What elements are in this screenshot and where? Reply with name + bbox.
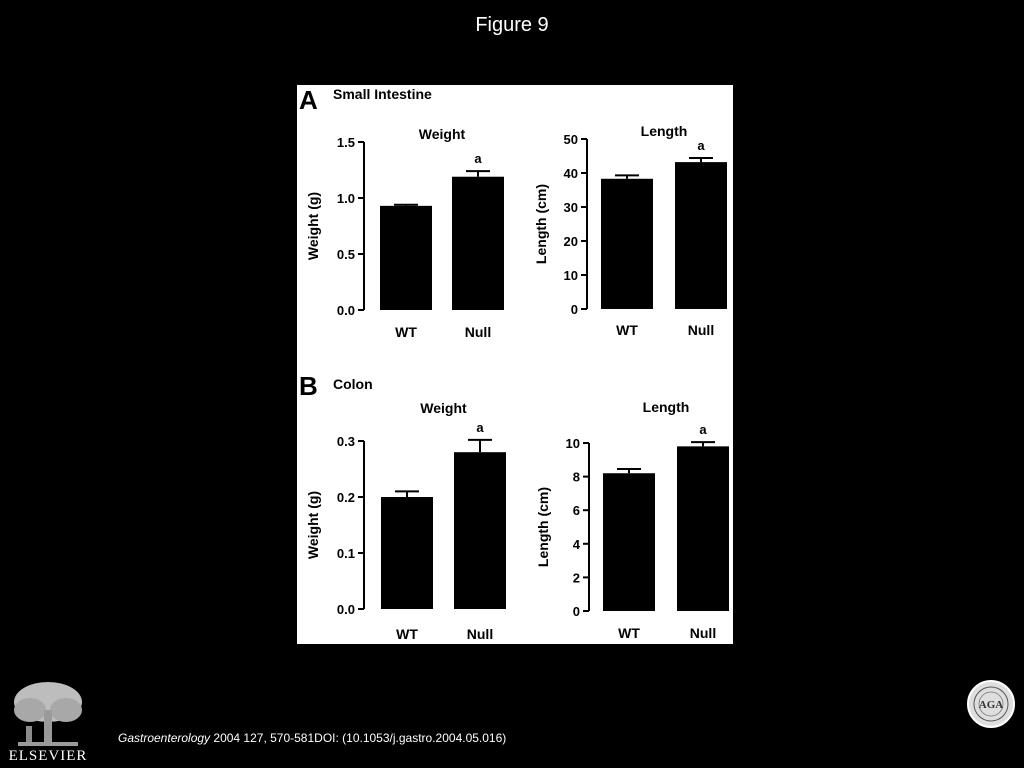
panel-letter: B xyxy=(299,371,318,401)
x-category-label: Null xyxy=(690,625,716,641)
chart-title: Length xyxy=(641,123,688,139)
elsevier-wordmark: ELSEVIER xyxy=(8,748,88,764)
y-tick-label: 50 xyxy=(564,132,578,147)
significance-label: a xyxy=(474,151,482,166)
bar-wt xyxy=(381,497,433,609)
significance-label: a xyxy=(699,422,707,437)
y-tick-label: 30 xyxy=(564,200,578,215)
elsevier-tree-logo xyxy=(8,680,88,768)
x-category-label: WT xyxy=(616,322,638,338)
bar-null xyxy=(454,452,506,609)
x-category-label: WT xyxy=(395,324,417,340)
bar-null xyxy=(675,162,727,309)
y-axis-label: Weight (g) xyxy=(305,491,321,559)
chart-title: Weight xyxy=(419,126,466,142)
y-tick-label: 1.0 xyxy=(337,191,355,206)
y-tick-label: 0 xyxy=(573,604,580,619)
figure-panel: A Small Intestine 0.0 0.5 1.0 1.5 Weight (g) We… xyxy=(297,85,733,644)
svg-text:AGA: AGA xyxy=(979,699,1004,711)
panel-letter: A xyxy=(299,85,318,115)
x-category-label: WT xyxy=(396,626,418,642)
figure-chart: A Small Intestine 0.0 0.5 1.0 1.5 Weight (g) We… xyxy=(299,85,729,642)
aga-seal-logo: AGA xyxy=(966,679,1016,734)
bar-wt xyxy=(603,473,655,611)
bar-wt xyxy=(601,178,653,309)
panel-title: Small Intestine xyxy=(333,86,432,102)
x-category-label: WT xyxy=(618,625,640,641)
y-tick-label: 2 xyxy=(573,570,580,585)
y-tick-label: 0.0 xyxy=(337,602,355,617)
chart-title: Weight xyxy=(420,400,467,416)
y-axis-label: Length (cm) xyxy=(533,184,549,264)
y-tick-label: 10 xyxy=(564,268,578,283)
y-tick-label: 4 xyxy=(573,537,581,552)
y-tick-label: 0.0 xyxy=(337,303,355,318)
citation: Gastroenterology 2004 127, 570-581DOI: (… xyxy=(118,731,506,745)
x-category-label: Null xyxy=(688,322,714,338)
y-axis-label: Length (cm) xyxy=(535,487,551,567)
y-tick-label: 0 xyxy=(571,302,578,317)
y-tick-label: 0.5 xyxy=(337,247,355,262)
x-category-label: Null xyxy=(467,626,493,642)
chart-title: Length xyxy=(643,399,690,415)
y-tick-label: 6 xyxy=(573,503,580,518)
panel-title: Colon xyxy=(333,376,373,392)
y-tick-label: 0.2 xyxy=(337,490,355,505)
y-tick-label: 40 xyxy=(564,166,578,181)
y-tick-label: 0.3 xyxy=(337,434,355,449)
significance-label: a xyxy=(697,138,705,153)
y-axis-label: Weight (g) xyxy=(305,192,321,260)
bar-wt xyxy=(380,205,432,310)
slide-title: Figure 9 xyxy=(475,14,549,36)
citation-journal: Gastroenterology xyxy=(118,731,211,745)
y-tick-label: 10 xyxy=(566,436,580,451)
y-tick-label: 1.5 xyxy=(337,135,355,150)
citation-details: 2004 127, 570-581DOI: (10.1053/j.gastro.… xyxy=(210,731,507,745)
y-tick-label: 0.1 xyxy=(337,546,355,561)
bar-null xyxy=(452,176,504,310)
significance-label: a xyxy=(476,420,484,435)
bar-null xyxy=(677,446,729,611)
x-category-label: Null xyxy=(465,324,491,340)
y-tick-label: 20 xyxy=(564,234,578,249)
y-tick-label: 8 xyxy=(573,470,580,485)
